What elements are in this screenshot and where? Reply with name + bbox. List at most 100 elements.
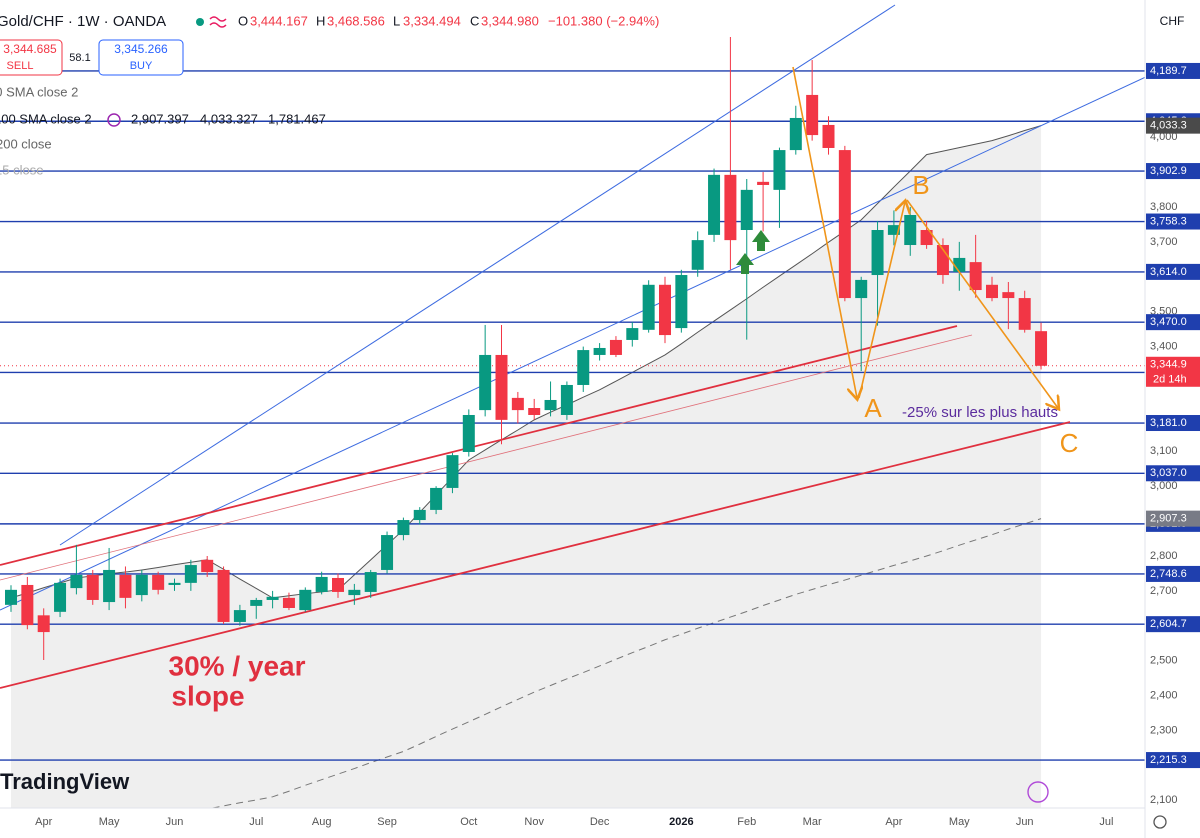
ma-fill <box>11 125 1042 808</box>
candle-body <box>119 574 132 598</box>
y-tick-label: 2,300 <box>1150 724 1178 736</box>
candle-body <box>282 597 295 608</box>
candle-body <box>642 284 655 330</box>
candle-body <box>397 520 410 536</box>
time-axis: Apr May Jun Jul Aug Sep Oct Nov Dec 2026 Feb Mar Apr… <box>35 816 1113 828</box>
level-tag <box>1146 565 1200 582</box>
candle-body <box>789 117 802 151</box>
indicator[interactable]: 200 close <box>0 136 52 151</box>
level-tag <box>1146 616 1200 633</box>
x-tick-label: Dec <box>590 816 610 828</box>
candle-body <box>577 350 590 385</box>
x-tick-label: Jun <box>1016 816 1034 828</box>
x-tick-label: 2026 <box>669 816 693 828</box>
logo: TradingView <box>0 769 130 794</box>
level-label: 2,604.7 <box>1150 618 1187 630</box>
support-line <box>0 325 958 566</box>
settings-icon[interactable] <box>1153 815 1167 829</box>
change: −101.380 (−2.94%) <box>548 13 659 28</box>
symbol: Gold/CHF · 1W · OANDA <box>0 13 166 30</box>
candle-body <box>495 354 508 420</box>
candle-body <box>904 214 917 246</box>
arrow <box>858 202 905 399</box>
ma-tag <box>1146 117 1200 134</box>
candle-body <box>822 124 835 148</box>
arrow <box>792 66 857 398</box>
indicator[interactable]: 20 SMA close 2 <box>0 84 78 99</box>
y-tick-label: 3,700 <box>1150 236 1178 248</box>
candle-body <box>348 589 361 596</box>
x-tick-label: May <box>949 816 970 828</box>
level-label: 3,758.3 <box>1150 215 1187 227</box>
plot-area <box>0 70 1145 808</box>
candle-body <box>201 559 214 573</box>
candle-body <box>332 577 344 592</box>
candle-body <box>757 181 770 185</box>
candle-body <box>528 408 541 415</box>
candle-body <box>5 589 17 605</box>
indicator-value: 4,033.327 <box>200 111 258 126</box>
ohlc-label: L <box>393 13 400 28</box>
candle-body <box>659 284 671 336</box>
sell-button[interactable] <box>0 39 63 76</box>
x-tick-label: Feb <box>737 816 756 828</box>
candle-body <box>511 397 524 411</box>
level-tag <box>1146 213 1200 230</box>
candle-body <box>233 610 246 622</box>
candle-body <box>54 582 67 612</box>
candle-body <box>37 615 50 633</box>
candle-body <box>609 339 622 355</box>
indicator[interactable]: 100 SMA close 2 <box>0 111 92 126</box>
ma-line <box>209 518 1042 808</box>
ohlc-label: C <box>470 13 479 28</box>
buy-button[interactable] <box>98 39 184 76</box>
level-label: 3,470.0 <box>1150 316 1187 328</box>
level-tag <box>1146 752 1200 769</box>
x-tick-label: Aug <box>312 816 332 828</box>
y-tick-label: 3,400 <box>1150 340 1178 352</box>
level-label: 2,215.3 <box>1150 754 1187 766</box>
support-line <box>0 421 1071 689</box>
candle-body <box>740 189 753 231</box>
candle-body <box>675 275 688 329</box>
level-label: 4,189.7 <box>1150 65 1187 77</box>
ohlc-value: 3,344.980 <box>481 13 539 28</box>
candle-body <box>299 589 312 611</box>
candles <box>5 36 1048 660</box>
header: Gold/CHF · 1W · OANDA O 3,444.167 H 3,46… <box>0 13 659 794</box>
annotation: 30% / year <box>169 650 306 681</box>
candle-body <box>986 284 998 299</box>
up-arrow-icon <box>736 253 754 274</box>
candle-body <box>1035 331 1048 366</box>
candle-body <box>593 347 606 355</box>
candle-body <box>920 230 933 246</box>
y-tick-label: 2,500 <box>1150 655 1178 667</box>
last-price-label: 3,344.9 <box>1150 359 1187 371</box>
y-tick-label: 3,000 <box>1150 480 1178 492</box>
indicator-icon <box>107 113 121 127</box>
ohlc-value: 3,444.167 <box>250 13 308 28</box>
event-icon[interactable] <box>1027 781 1049 803</box>
x-tick-label: Jul <box>1099 816 1113 828</box>
ma-tag-label: 2,907.3 <box>1150 513 1187 525</box>
candle-body <box>544 399 557 411</box>
x-tick-label: Nov <box>524 816 544 828</box>
indicator-value: 1,781.467 <box>268 111 326 126</box>
candle-body <box>855 279 868 299</box>
level-label: 3,181.0 <box>1150 417 1187 429</box>
level-tag <box>1146 62 1200 79</box>
channel-line <box>0 76 1145 611</box>
ohlc-label: H <box>316 13 325 28</box>
indicator[interactable]: 15 close <box>0 162 43 177</box>
last-price-tag <box>1146 356 1200 387</box>
candle-body <box>871 230 884 276</box>
annotation: slope <box>171 680 244 711</box>
candle-body <box>266 596 279 600</box>
annotation: -25% sur les plus hauts <box>902 404 1058 421</box>
sell-price: 3,344.685 <box>3 42 57 56</box>
price-axis-labels: 4,0003,8003,7003,5003,4003,1003,0002,800… <box>1146 62 1200 806</box>
x-tick-label: Sep <box>377 816 397 828</box>
level-label: 2,748.6 <box>1150 568 1187 580</box>
candle-body <box>430 487 443 510</box>
